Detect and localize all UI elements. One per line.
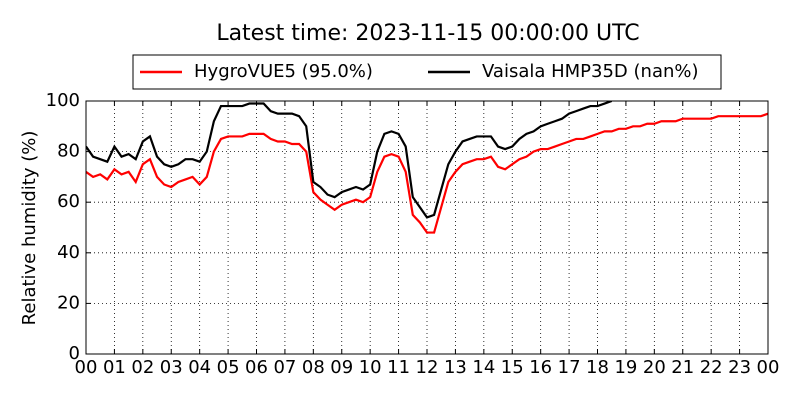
y-tick-label: 80	[57, 141, 80, 162]
x-tick-label: 18	[586, 357, 609, 378]
x-tick-label: 23	[728, 357, 751, 378]
x-tick-label: 15	[501, 357, 524, 378]
legend	[132, 54, 722, 90]
x-tick-label: 07	[273, 357, 296, 378]
y-tick-label: 20	[57, 292, 80, 313]
x-tick-label: 14	[472, 357, 495, 378]
x-tick-label: 00	[75, 357, 98, 378]
y-tick-label: 100	[46, 90, 80, 111]
x-tick-label: 10	[359, 357, 382, 378]
x-tick-label: 09	[330, 357, 353, 378]
x-tick-label: 08	[302, 357, 325, 378]
x-tick-label: 13	[444, 357, 467, 378]
y-tick-label: 0	[69, 343, 80, 364]
plot-frame	[85, 100, 769, 355]
x-tick-label: 00	[757, 357, 780, 378]
x-tick-label: 01	[103, 357, 126, 378]
x-tick-label: 05	[217, 357, 240, 378]
x-tick-label: 04	[188, 357, 211, 378]
x-tick-label: 22	[700, 357, 723, 378]
x-tick-label: 06	[245, 357, 268, 378]
chart-title: Latest time: 2023-11-15 00:00:00 UTC	[216, 21, 639, 46]
x-tick-label: 20	[643, 357, 666, 378]
x-tick-label: 03	[160, 357, 183, 378]
x-tick-label: 19	[614, 357, 637, 378]
x-tick-label: 17	[558, 357, 581, 378]
x-tick-label: 02	[131, 357, 154, 378]
legend-label: HygroVUE5 (95.0%)	[194, 61, 373, 82]
y-axis-label: Relative humidity (%)	[19, 131, 40, 326]
legend-label: Vaisala HMP35D (nan%)	[482, 61, 699, 82]
series-line	[86, 101, 613, 219]
series-line	[86, 112, 768, 234]
y-tick-label: 40	[57, 242, 80, 263]
x-tick-label: 16	[529, 357, 552, 378]
y-tick-label: 60	[57, 191, 80, 212]
x-tick-label: 12	[416, 357, 439, 378]
x-tick-label: 11	[387, 357, 410, 378]
x-tick-label: 21	[671, 357, 694, 378]
